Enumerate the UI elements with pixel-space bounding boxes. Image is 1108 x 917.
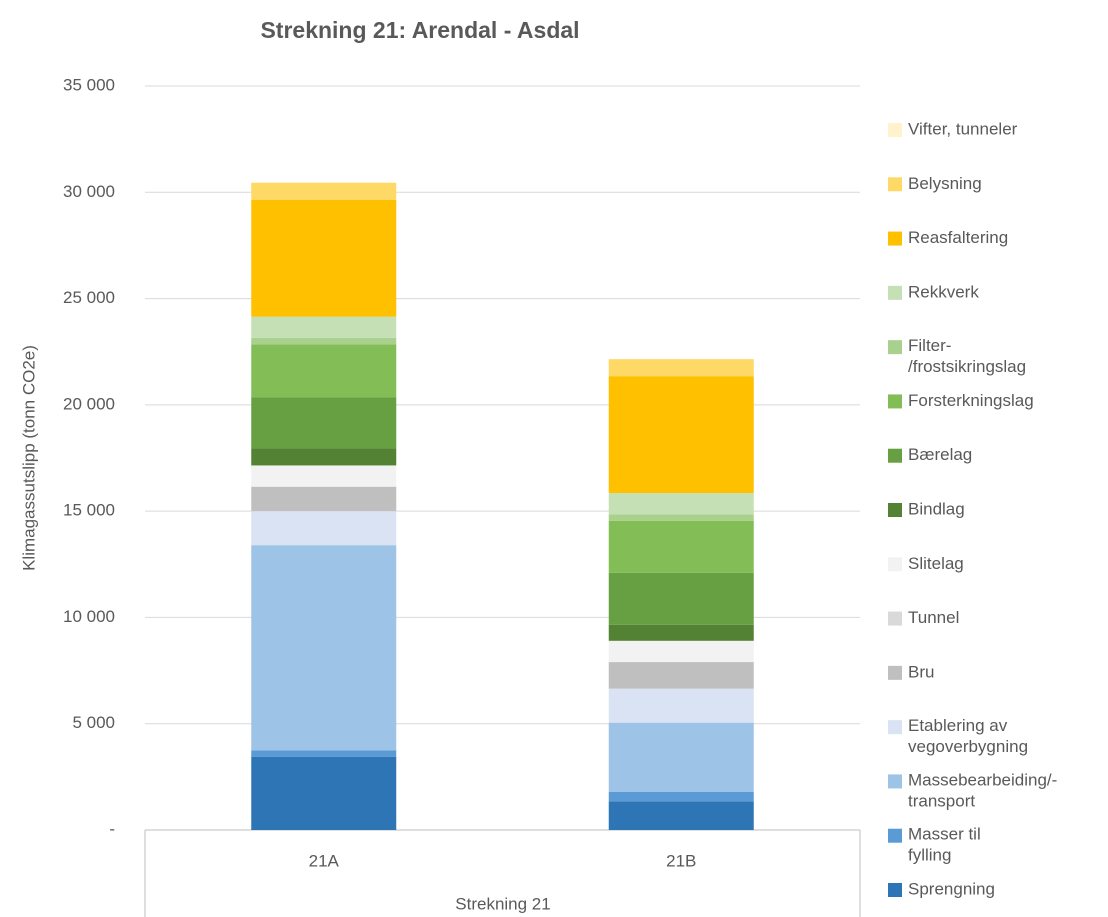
legend-label: Reasfaltering bbox=[908, 228, 1008, 247]
bar-segment bbox=[251, 199, 397, 317]
y-tick-label: 35 000 bbox=[63, 75, 115, 94]
bar-segment bbox=[251, 182, 397, 200]
legend-swatch bbox=[888, 394, 902, 409]
legend-label: Bærelag bbox=[908, 445, 972, 464]
bar-segment bbox=[608, 376, 754, 494]
legend-swatch bbox=[888, 503, 902, 517]
bar-segment bbox=[251, 756, 397, 830]
bar-segment bbox=[608, 514, 754, 521]
legend-swatch bbox=[888, 720, 902, 735]
y-tick-label: 15 000 bbox=[63, 501, 115, 520]
x-tick-label: 21B bbox=[666, 851, 696, 870]
legend-swatch bbox=[888, 611, 902, 626]
legend-label: Bru bbox=[908, 662, 934, 681]
legend-label: Vifter, tunneler bbox=[908, 119, 1018, 138]
bar-segment bbox=[608, 520, 754, 573]
bar-segment bbox=[608, 572, 754, 625]
legend-label: Belysning bbox=[908, 174, 982, 193]
legend-swatch bbox=[888, 177, 902, 192]
legend-swatch bbox=[888, 123, 902, 137]
legend-label: Sprengning bbox=[908, 879, 995, 898]
legend-swatch bbox=[888, 340, 902, 355]
bar-segment bbox=[608, 688, 754, 723]
legend-label: Filter-/frostsikringslag bbox=[908, 337, 1026, 377]
legend-swatch bbox=[888, 448, 902, 463]
bar-segment bbox=[608, 493, 754, 515]
legend-label: Rekkverk bbox=[908, 282, 979, 301]
legend-label: Slitelag bbox=[908, 554, 964, 573]
bar-segment bbox=[608, 801, 754, 830]
y-axis-label: Klimagassutslipp (tonn CO2e) bbox=[19, 345, 38, 571]
legend-label: Etablering av vegoverbygning bbox=[908, 717, 1028, 757]
legend-swatch bbox=[888, 285, 902, 300]
bar-segment bbox=[251, 448, 397, 466]
bar-segment bbox=[251, 750, 397, 757]
bar-segment bbox=[608, 791, 754, 802]
legend-label: Forsterkningslag bbox=[908, 391, 1034, 410]
y-tick-label: 25 000 bbox=[63, 288, 115, 307]
legend-swatch bbox=[888, 774, 902, 789]
legend-label: Massebearbeiding/-transport bbox=[908, 771, 1057, 811]
y-tick-label: 30 000 bbox=[63, 182, 115, 201]
bar-segment bbox=[251, 465, 397, 487]
legend-label: Tunnel bbox=[908, 608, 959, 627]
bar-segment bbox=[608, 624, 754, 641]
legend-swatch bbox=[888, 665, 902, 680]
y-tick-label: 20 000 bbox=[63, 394, 115, 413]
legend-label: Masser til fylling bbox=[908, 825, 985, 865]
bar-segment bbox=[251, 337, 397, 345]
chart-title: Strekning 21: Arendal - Asdal bbox=[260, 17, 579, 43]
legend-swatch bbox=[888, 231, 902, 246]
bar-segment bbox=[251, 486, 397, 512]
y-tick-label: 5 000 bbox=[72, 713, 115, 732]
legend-swatch bbox=[888, 883, 902, 897]
bar-segment bbox=[251, 511, 397, 546]
legend-label: Bindlag bbox=[908, 499, 965, 518]
bar-segment bbox=[608, 640, 754, 663]
bar-segment bbox=[251, 344, 397, 398]
x-axis-label: Strekning 21 bbox=[455, 894, 550, 913]
bar-segment bbox=[251, 397, 397, 449]
legend-swatch bbox=[888, 828, 902, 843]
x-tick-label: 21A bbox=[309, 851, 340, 870]
bar-segment bbox=[608, 722, 754, 792]
y-tick-label: - bbox=[109, 819, 115, 838]
bar-segment bbox=[608, 662, 754, 689]
bar-segment bbox=[608, 359, 754, 377]
bar-segment bbox=[251, 316, 397, 338]
bar-segment bbox=[251, 545, 397, 751]
y-tick-label: 10 000 bbox=[63, 607, 115, 626]
legend-swatch bbox=[888, 557, 902, 572]
